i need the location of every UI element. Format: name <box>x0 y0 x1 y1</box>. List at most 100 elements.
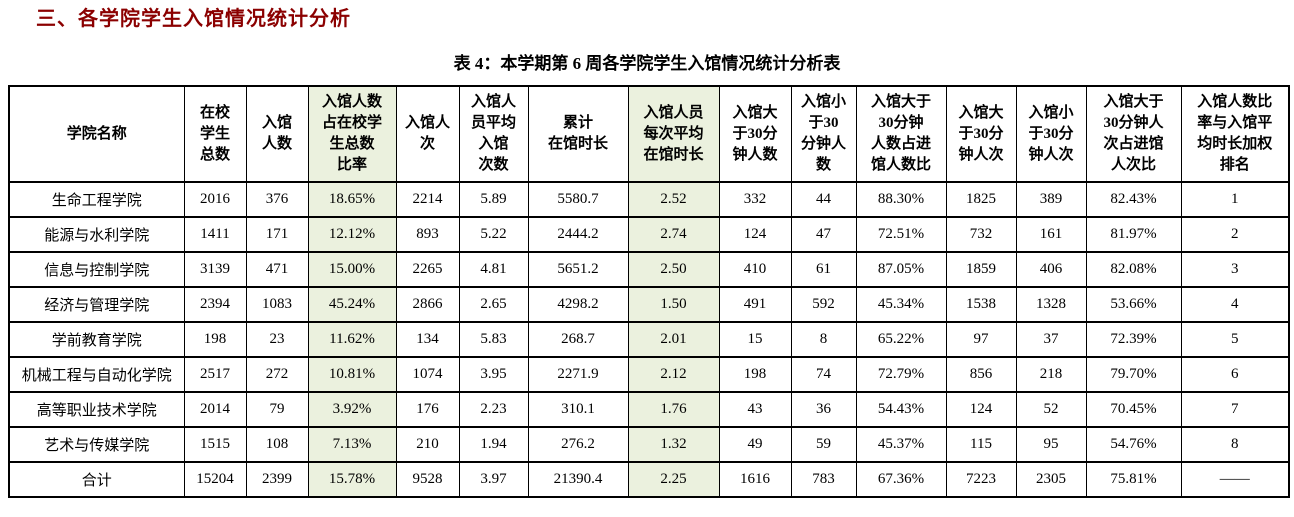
column-header: 学院名称 <box>8 85 185 183</box>
value-cell: 67.36% <box>855 461 947 498</box>
college-name-cell: 能源与水利学院 <box>8 216 185 253</box>
value-cell: 72.51% <box>855 216 947 253</box>
value-cell: 2 <box>1180 216 1290 253</box>
value-cell: 732 <box>945 216 1017 253</box>
value-cell: 5 <box>1180 321 1290 358</box>
value-cell: 2444.2 <box>527 216 629 253</box>
table-row: 信息与控制学院 3139 471 15.00% 2265 4.81 5651.2 2.50 41… <box>8 251 1290 288</box>
table-header: 学院名称 在校 学生 总数 入馆 人数 入馆人数 占在校学 生总数 比率 入馆人 次入馆… <box>8 85 1290 183</box>
value-cell: 3 <box>1180 251 1290 288</box>
value-cell: 75.81% <box>1085 461 1182 498</box>
value-cell: 2394 <box>183 286 247 323</box>
value-cell: 52 <box>1015 391 1087 428</box>
value-cell: 45.37% <box>855 426 947 463</box>
column-header: 入馆大 于30分 钟人次 <box>945 85 1017 183</box>
value-cell: 4298.2 <box>527 286 629 323</box>
value-cell: 1.76 <box>627 391 720 428</box>
value-cell: 783 <box>790 461 857 498</box>
value-cell: 2271.9 <box>527 356 629 393</box>
value-cell: 2.01 <box>627 321 720 358</box>
value-cell: 2265 <box>395 251 460 288</box>
value-cell: 54.43% <box>855 391 947 428</box>
column-header: 入馆 人数 <box>245 85 309 183</box>
table-row: 机械工程与自动化学院 2517 272 10.81% 1074 3.95 2271.9 2.1… <box>8 356 1290 393</box>
value-cell: 276.2 <box>527 426 629 463</box>
value-cell: 9528 <box>395 461 460 498</box>
table-row: 经济与管理学院 2394 1083 45.24% 2866 2.65 4298.2 1.50 4… <box>8 286 1290 323</box>
value-cell: 12.12% <box>307 216 397 253</box>
value-cell: 2.25 <box>627 461 720 498</box>
value-cell: 1859 <box>945 251 1017 288</box>
value-cell: 74 <box>790 356 857 393</box>
value-cell: 332 <box>718 181 792 218</box>
value-cell: 82.43% <box>1085 181 1182 218</box>
value-cell: 59 <box>790 426 857 463</box>
column-header: 入馆大于 30分钟人 次占进馆 人次比 <box>1085 85 1182 183</box>
value-cell: 36 <box>790 391 857 428</box>
value-cell: 2517 <box>183 356 247 393</box>
value-cell: 79.70% <box>1085 356 1182 393</box>
value-cell: 108 <box>245 426 309 463</box>
value-cell: 8 <box>790 321 857 358</box>
table-row: 生命工程学院 2016 376 18.65% 2214 5.89 5580.7 2.52 332… <box>8 181 1290 218</box>
column-header: 入馆小 于30 分钟人 数 <box>790 85 857 183</box>
college-name-cell: 高等职业技术学院 <box>8 391 185 428</box>
value-cell: 2.50 <box>627 251 720 288</box>
college-name-cell: 经济与管理学院 <box>8 286 185 323</box>
college-name-cell: 学前教育学院 <box>8 321 185 358</box>
value-cell: 47 <box>790 216 857 253</box>
value-cell: 1.32 <box>627 426 720 463</box>
value-cell: 7.13% <box>307 426 397 463</box>
value-cell: 8 <box>1180 426 1290 463</box>
value-cell: 18.65% <box>307 181 397 218</box>
value-cell: 198 <box>718 356 792 393</box>
column-header: 入馆人 次 <box>395 85 460 183</box>
value-cell: 3.92% <box>307 391 397 428</box>
value-cell: 176 <box>395 391 460 428</box>
value-cell: 1.94 <box>458 426 529 463</box>
table-body: 生命工程学院 2016 376 18.65% 2214 5.89 5580.7 2.52 332… <box>8 181 1290 498</box>
value-cell: 856 <box>945 356 1017 393</box>
value-cell: 1411 <box>183 216 247 253</box>
value-cell: 45.24% <box>307 286 397 323</box>
value-cell: 2016 <box>183 181 247 218</box>
value-cell: 410 <box>718 251 792 288</box>
table-row: 高等职业技术学院 2014 79 3.92% 176 2.23 310.1 1.76 43 36 5… <box>8 391 1290 428</box>
value-cell: 72.79% <box>855 356 947 393</box>
value-cell: 5651.2 <box>527 251 629 288</box>
value-cell: 65.22% <box>855 321 947 358</box>
value-cell: 2305 <box>1015 461 1087 498</box>
value-cell: 1074 <box>395 356 460 393</box>
value-cell: 44 <box>790 181 857 218</box>
value-cell: 2.65 <box>458 286 529 323</box>
value-cell: 376 <box>245 181 309 218</box>
college-name-cell: 合计 <box>8 461 185 498</box>
value-cell: 272 <box>245 356 309 393</box>
value-cell: 134 <box>395 321 460 358</box>
value-cell: 171 <box>245 216 309 253</box>
value-cell: 124 <box>718 216 792 253</box>
value-cell: 53.66% <box>1085 286 1182 323</box>
value-cell: 1083 <box>245 286 309 323</box>
value-cell: 893 <box>395 216 460 253</box>
value-cell: 491 <box>718 286 792 323</box>
value-cell: 471 <box>245 251 309 288</box>
value-cell: 95 <box>1015 426 1087 463</box>
college-name-cell: 信息与控制学院 <box>8 251 185 288</box>
value-cell: 3.97 <box>458 461 529 498</box>
value-cell: 5580.7 <box>527 181 629 218</box>
value-cell: 21390.4 <box>527 461 629 498</box>
value-cell: 115 <box>945 426 1017 463</box>
value-cell: 54.76% <box>1085 426 1182 463</box>
header-row: 学院名称 在校 学生 总数 入馆 人数 入馆人数 占在校学 生总数 比率 入馆人 次入馆… <box>8 85 1290 183</box>
value-cell: 3139 <box>183 251 247 288</box>
column-header: 入馆人数 占在校学 生总数 比率 <box>307 85 397 183</box>
value-cell: 1515 <box>183 426 247 463</box>
stats-table: 学院名称 在校 学生 总数 入馆 人数 入馆人数 占在校学 生总数 比率 入馆人 次入馆… <box>8 85 1290 498</box>
value-cell: 23 <box>245 321 309 358</box>
value-cell: 15204 <box>183 461 247 498</box>
value-cell: 70.45% <box>1085 391 1182 428</box>
value-cell: 2.12 <box>627 356 720 393</box>
value-cell: 389 <box>1015 181 1087 218</box>
value-cell: 4 <box>1180 286 1290 323</box>
